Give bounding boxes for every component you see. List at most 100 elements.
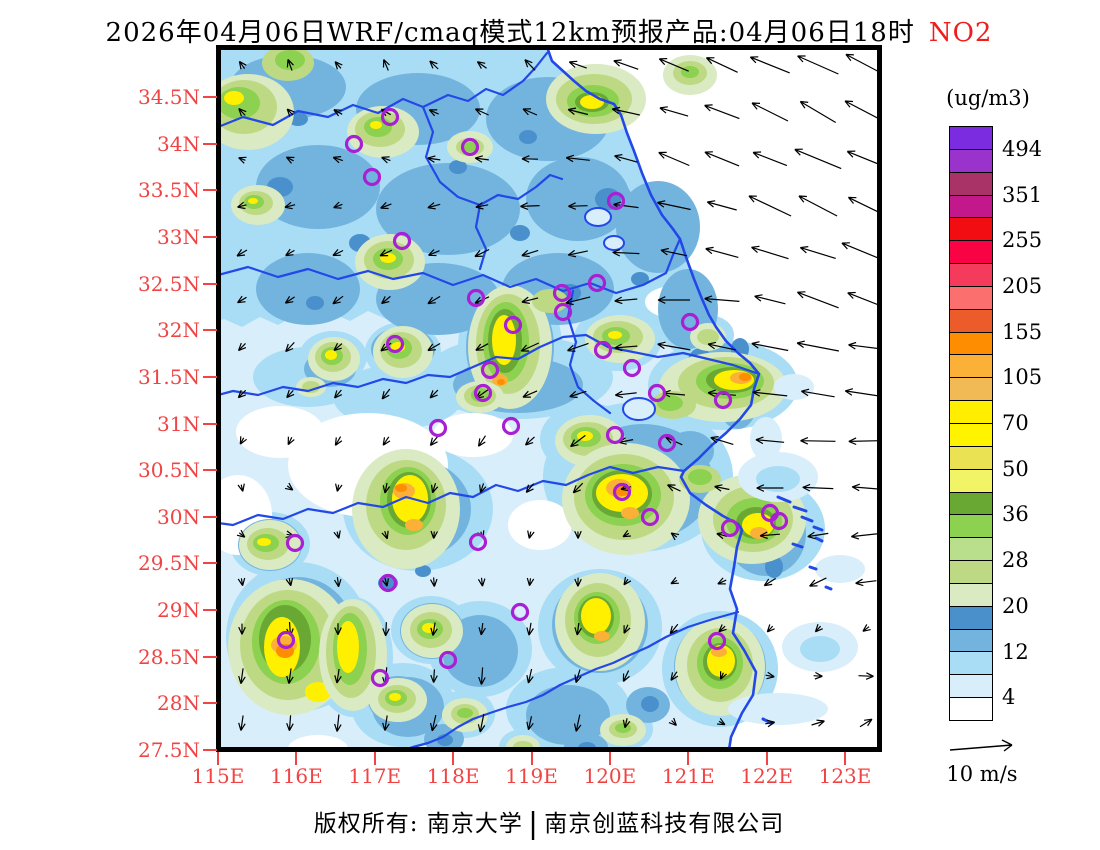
city-marker [392, 231, 412, 251]
color-scale-value: 4 [1002, 685, 1016, 710]
wind-vector [765, 671, 775, 680]
footer-left: 版权所有: 南京大学 [313, 811, 523, 837]
lat-tick [203, 282, 217, 285]
wind-vector [474, 248, 490, 258]
lat-tick [203, 329, 217, 332]
city-marker [769, 511, 789, 531]
wind-vector [717, 717, 726, 726]
color-scale-box [949, 628, 993, 653]
title-text: 2026年04月06日WRF/cmaq模式12km预报产品:04月06日18时 [105, 18, 915, 48]
wind-scale-arrow [949, 739, 1013, 752]
color-scale-value: 205 [1002, 273, 1043, 298]
wind-vector [382, 715, 390, 731]
city-marker [510, 602, 530, 622]
lon-axis-label: 121E [661, 764, 715, 788]
city-marker [380, 107, 400, 127]
lat-axis-label: 32.5N [137, 271, 200, 296]
wind-vector [429, 60, 439, 70]
wind-vector [237, 342, 247, 352]
wind-vector [657, 341, 691, 351]
lat-axis-label: 29N [157, 598, 200, 623]
wind-vector [524, 436, 535, 446]
wind-vector [720, 671, 727, 680]
wind-vector [858, 672, 874, 680]
color-scale-box [949, 171, 993, 196]
city-marker [276, 630, 296, 650]
wind-vector [751, 245, 789, 260]
legend-units-label: (ug/m3) [946, 86, 1030, 110]
lat-tick [203, 655, 217, 658]
wind-vector [380, 201, 392, 210]
lat-axis-label: 28N [157, 691, 200, 716]
lon-tick [295, 752, 298, 765]
lon-tick [687, 752, 690, 765]
wind-vector [237, 577, 246, 587]
lat-tick [203, 142, 217, 145]
wind-vector [236, 249, 248, 257]
wind-vector [524, 59, 536, 71]
color-scale-box [949, 148, 993, 173]
wind-vector [574, 577, 582, 587]
lon-axis-label: 122E [740, 764, 794, 788]
wind-vector [427, 155, 441, 163]
lon-tick [373, 752, 376, 765]
wind-vector [285, 577, 294, 587]
wind-vector [800, 437, 836, 445]
wind-vector [380, 342, 392, 352]
lat-axis-label: 27.5N [137, 738, 200, 762]
wind-vector [807, 531, 829, 540]
wind-vector [382, 622, 390, 637]
wind-vector [704, 151, 740, 167]
city-marker [605, 425, 625, 445]
wind-vector [478, 623, 486, 636]
wind-vector [751, 102, 789, 122]
wind-vector [474, 155, 489, 163]
wind-vector [574, 669, 582, 683]
city-marker [606, 191, 626, 211]
city-marker [428, 418, 448, 438]
wind-vector [756, 484, 784, 492]
wind-vector [799, 246, 836, 259]
lat-axis-label: 33.5N [137, 178, 200, 203]
lat-axis-label: 34N [157, 131, 200, 156]
wind-vector [658, 58, 689, 72]
wind-vector [667, 484, 681, 492]
city-marker [438, 650, 458, 670]
wind-vector [476, 61, 487, 69]
wind-vector [752, 151, 788, 167]
city-marker [460, 137, 480, 157]
wind-vector [574, 530, 582, 539]
wind-vector [284, 482, 294, 491]
wind-vector [614, 154, 638, 163]
wind-vector [287, 436, 295, 446]
lon-tick [765, 752, 768, 765]
title-species: NO2 [928, 18, 993, 48]
color-scale-value: 12 [1002, 639, 1029, 664]
city-marker [480, 360, 500, 380]
wind-vector [429, 436, 439, 447]
lat-tick [203, 96, 217, 98]
color-scale-box [949, 285, 993, 310]
wind-vector [752, 389, 788, 397]
color-scale-value: 155 [1002, 319, 1043, 344]
color-scale-box [949, 651, 993, 676]
wind-vector [669, 623, 679, 635]
color-scale-box [949, 377, 993, 402]
color-scale [949, 126, 993, 721]
wind-vector [333, 342, 343, 351]
wind-vector [333, 109, 343, 117]
wind-vector [431, 483, 439, 494]
wind-vector [525, 483, 535, 493]
city-marker [344, 134, 364, 154]
wind-vector [570, 434, 586, 448]
wind-vector [332, 295, 344, 305]
wind-vector [611, 106, 640, 116]
wind-vector [286, 715, 294, 731]
city-marker [468, 532, 488, 552]
wind-vector [622, 718, 631, 729]
wind-vector [285, 341, 295, 353]
wind-vector [430, 622, 438, 636]
city-marker [370, 668, 390, 688]
wind-vector [236, 529, 246, 538]
color-scale-box [949, 605, 993, 630]
